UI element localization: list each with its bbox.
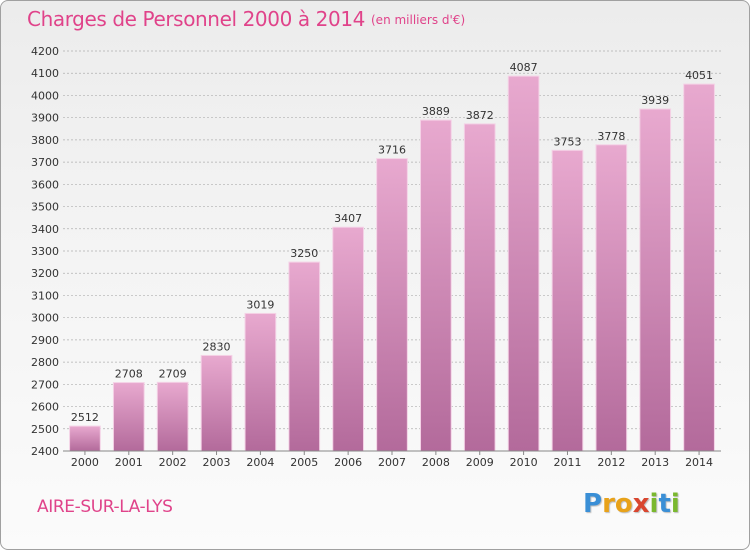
y-tick-label: 3500 <box>31 201 59 214</box>
data-label-2005: 3250 <box>290 247 318 260</box>
data-label-2012: 3778 <box>597 130 625 143</box>
logo-letter: i <box>670 489 680 519</box>
x-tick-label: 2001 <box>115 456 143 469</box>
y-tick-label: 4100 <box>31 67 59 80</box>
logo-letter: x <box>632 489 650 519</box>
bar-2007 <box>376 158 408 452</box>
logo-letter: i <box>649 489 659 519</box>
x-tick-label: 2008 <box>422 456 450 469</box>
y-tick-label: 4200 <box>31 45 59 58</box>
x-tick-label: 2010 <box>510 456 538 469</box>
y-tick-label: 3600 <box>31 178 59 191</box>
bar-2003 <box>200 354 233 452</box>
x-tick-label: 2004 <box>246 456 274 469</box>
bars <box>69 75 715 452</box>
x-tick-label: 2011 <box>553 456 581 469</box>
commune-name: AIRE-SUR-LA-LYS <box>37 497 173 517</box>
x-tick-label: 2009 <box>466 456 494 469</box>
data-label-2006: 3407 <box>334 212 362 225</box>
data-label-2010: 4087 <box>510 61 538 74</box>
y-axis-ticks: 2400 2500 2600 2700 2800 2900 3000 3100 3200 3300… <box>31 45 59 458</box>
data-label-2003: 2830 <box>203 340 231 353</box>
bar-2009 <box>463 123 496 452</box>
data-label-2001: 2708 <box>115 368 143 381</box>
y-tick-label: 3900 <box>31 112 59 125</box>
bar-2012 <box>595 144 628 452</box>
y-tick-label: 2800 <box>31 356 59 369</box>
data-label-2009: 3872 <box>466 109 494 122</box>
data-label-2013: 3939 <box>641 94 669 107</box>
data-label-2002: 2709 <box>159 367 187 380</box>
logo-letter: r <box>602 489 615 519</box>
y-tick-label: 2600 <box>31 401 59 414</box>
proxiti-logo: Proxiti <box>583 489 680 519</box>
data-label-2011: 3753 <box>553 135 581 148</box>
x-tick-label: 2002 <box>159 456 187 469</box>
bar-2002 <box>156 381 189 452</box>
bar-2010 <box>507 75 540 452</box>
x-tick-label: 2014 <box>685 456 713 469</box>
bar-2001 <box>112 382 145 452</box>
x-tick-label: 2005 <box>290 456 318 469</box>
x-tick-label: 2003 <box>203 456 231 469</box>
data-label-2008: 3889 <box>422 105 450 118</box>
data-label-2004: 3019 <box>246 298 274 311</box>
y-tick-label: 3300 <box>31 245 59 258</box>
y-tick-label: 3000 <box>31 312 59 325</box>
bar-2013 <box>639 108 672 452</box>
y-tick-label: 3800 <box>31 134 59 147</box>
chart-title: Charges de Personnel 2000 à 2014 <box>27 7 365 31</box>
x-axis-ticks: 2000 2001 2002 2003 2004 2005 2006 2007 2008 2009… <box>71 451 713 469</box>
x-tick-label: 2013 <box>641 456 669 469</box>
logo-letter: t <box>658 489 671 519</box>
bar-2011 <box>551 149 584 452</box>
y-tick-label: 2400 <box>31 445 59 458</box>
x-tick-label: 2006 <box>334 456 362 469</box>
data-label-2007: 3716 <box>378 144 406 157</box>
bar-2005 <box>288 261 321 452</box>
bar-2014 <box>683 83 715 452</box>
data-label-2000: 2512 <box>71 411 99 424</box>
y-tick-label: 2700 <box>31 378 59 391</box>
data-label-2014: 4051 <box>685 69 713 82</box>
y-tick-label: 2500 <box>31 423 59 436</box>
chart-subtitle: (en milliers d'€) <box>371 13 466 27</box>
y-tick-label: 3400 <box>31 223 59 236</box>
y-tick-label: 3700 <box>31 156 59 169</box>
x-tick-label: 2007 <box>378 456 406 469</box>
y-tick-label: 3100 <box>31 289 59 302</box>
x-tick-label: 2000 <box>71 456 99 469</box>
bar-2004 <box>244 312 277 452</box>
bar-2008 <box>420 119 452 452</box>
bar-2000 <box>69 425 101 452</box>
logo-letter: o <box>614 489 633 519</box>
y-tick-label: 4000 <box>31 89 59 102</box>
data-labels: 2512 2708 2709 2830 3019 3250 3407 3716 3889 3872… <box>71 61 713 424</box>
y-tick-label: 3200 <box>31 267 59 280</box>
y-tick-label: 2900 <box>31 334 59 347</box>
logo-letter: P <box>583 489 603 519</box>
bar-2006 <box>332 226 364 452</box>
x-tick-label: 2012 <box>597 456 625 469</box>
